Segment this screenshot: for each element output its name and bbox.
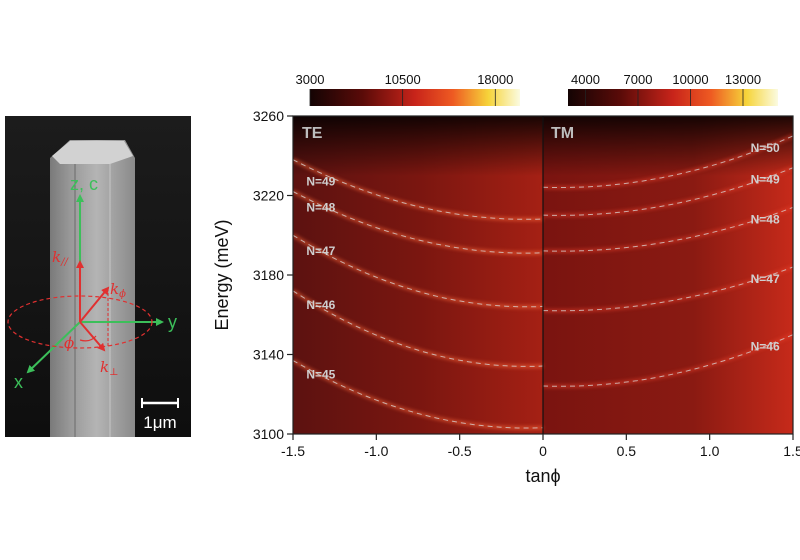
mode-label: N=48 <box>751 212 780 226</box>
scale-bar: 1μm <box>141 398 179 432</box>
angle-arc <box>79 335 97 342</box>
tm-panel-label: TM <box>551 125 574 142</box>
colorbar-tick-label: 7000 <box>624 72 653 87</box>
x-tick-label: -1.0 <box>364 443 388 459</box>
tm-colorbar <box>568 89 778 106</box>
y-axis-ticks: 3100 3140 3180 3220 3260 <box>253 108 293 442</box>
mode-label: N=48 <box>306 200 335 214</box>
mode-emission-band <box>542 134 793 190</box>
x-tick-label: 0 <box>539 443 547 459</box>
mode-labels: N=49 N=48 N=47 N=46 N=45 N=50 N=49 N=48 N=47 N=46 <box>306 141 780 382</box>
colorbar-tick-label: 3000 <box>296 72 325 87</box>
dispersion-circle <box>7 295 153 349</box>
mode-label: N=47 <box>306 244 335 258</box>
mode-label: N=47 <box>751 272 780 286</box>
plot-area: N=49 N=48 N=47 N=46 N=45 N=50 N=49 N=48 N=47 N=46… <box>212 108 800 486</box>
mode-label: N=49 <box>306 175 335 189</box>
x-tick-label: 0.5 <box>617 443 637 459</box>
colorbar-tick-label: 10500 <box>385 72 421 87</box>
mode-label: N=49 <box>751 173 780 187</box>
y-tick-label: 3180 <box>253 267 284 283</box>
mode-label: N=46 <box>751 340 780 354</box>
y-axis-title: Energy (meV) <box>212 219 232 330</box>
x-axis-label: x <box>14 372 23 392</box>
z-axis-label: z, c <box>70 174 98 194</box>
mode-label: N=50 <box>751 141 780 155</box>
sem-image: z, c y x k// kϕ k⊥ ϕ 1μm <box>5 116 191 437</box>
mode-fit-curve <box>542 266 793 312</box>
te-colorbar <box>310 89 520 106</box>
k-perp-label: k⊥ <box>100 358 119 378</box>
te-panel-label: TE <box>302 125 323 142</box>
y-axis-label: y <box>168 312 177 332</box>
scale-bar-label: 1μm <box>143 413 176 432</box>
colorbar-tick-label: 10000 <box>672 72 708 87</box>
colorbar-tick-label: 13000 <box>725 72 761 87</box>
mode-label: N=46 <box>306 298 335 312</box>
x-axis-title: tanϕ <box>525 466 560 486</box>
y-tick-label: 3260 <box>253 108 284 124</box>
mode-fit-curves <box>293 135 793 429</box>
colorbar-tick-label: 18000 <box>477 72 513 87</box>
angle-phi-label: ϕ <box>64 334 74 352</box>
k-phi-label: kϕ <box>110 280 126 300</box>
mode-emission-band <box>542 333 793 389</box>
mode-fit-curve <box>542 206 793 252</box>
nanowire-top-facet <box>52 141 133 164</box>
k-perp-arrow <box>79 321 106 352</box>
mode-fit-curve <box>293 360 544 429</box>
wave-vectors: k// kϕ k⊥ ϕ <box>7 248 153 378</box>
nanowire-pillar <box>50 140 135 437</box>
colorbars: 3000 10500 18000 4000 7000 10000 13000 <box>296 72 778 106</box>
y-tick-label: 3100 <box>253 426 284 442</box>
x-tick-label: -1.5 <box>281 443 305 459</box>
x-tick-label: 1.0 <box>700 443 720 459</box>
colorbar-tick-label: 4000 <box>571 72 600 87</box>
x-axis-ticks: -1.5 -1.0 -0.5 0 0.5 1.0 1.5 <box>281 434 800 459</box>
mode-fit-curve <box>293 191 544 254</box>
y-tick-label: 3140 <box>253 347 284 363</box>
x-tick-label: 1.5 <box>783 443 800 459</box>
mode-fit-curve <box>293 290 544 367</box>
x-tick-label: -0.5 <box>448 443 472 459</box>
y-tick-label: 3220 <box>253 188 284 204</box>
k-phi-arrow <box>79 286 110 323</box>
x-axis-arrow <box>26 321 81 374</box>
k-parallel-label: k// <box>52 248 69 268</box>
mode-fit-curve <box>293 234 544 308</box>
mode-label: N=45 <box>306 367 335 381</box>
mode-fit-curve <box>542 167 793 216</box>
mode-fit-curve <box>293 159 544 220</box>
